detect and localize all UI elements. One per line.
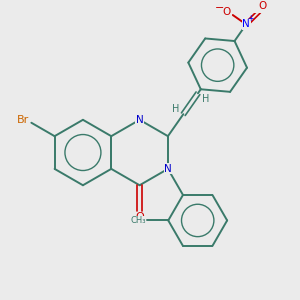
Text: H: H — [202, 94, 209, 103]
Text: O: O — [135, 212, 144, 222]
Text: −: − — [215, 3, 224, 13]
Text: N: N — [242, 20, 250, 29]
Text: CH₃: CH₃ — [130, 216, 146, 225]
Text: O: O — [223, 7, 231, 17]
Text: H: H — [172, 104, 179, 114]
Text: +: + — [247, 14, 254, 23]
Text: Br: Br — [17, 115, 30, 125]
Text: N: N — [164, 164, 172, 174]
Text: O: O — [259, 1, 267, 11]
Text: N: N — [136, 115, 143, 125]
